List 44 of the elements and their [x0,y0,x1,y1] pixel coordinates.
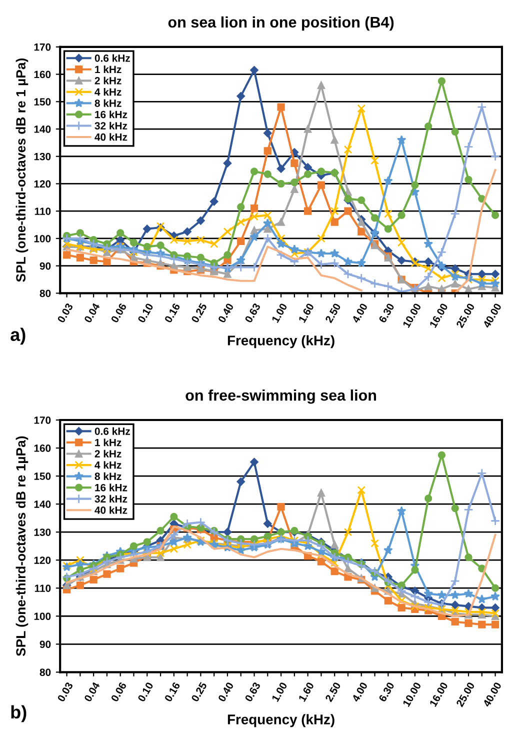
legend-label: 4 kHz [94,88,122,96]
text: b) [11,705,26,722]
chart-title: on sea lion in one position (B4) [168,16,394,31]
y-tick-label: 100 [34,234,51,242]
legend-label: 0.6 kHz [94,54,130,62]
y-tick-label: 160 [34,70,51,78]
y-axis-title: SPL (one-third-octaves dB re 1 µPa) [16,58,28,282]
legend-label: 2 kHz [94,450,122,458]
legend-label: 2 kHz [94,76,122,84]
legend-label: 40 kHz [94,506,128,514]
legend-label: 32 kHz [94,494,128,503]
legend-label: 8 kHz [94,472,122,480]
legend-label: 1 kHz [95,65,122,74]
y-tick-label: 90 [40,262,51,270]
y-tick-label: 140 [34,126,51,133]
y-tick-label: 80 [40,290,51,298]
y-tick-label: 100 [34,612,51,620]
y-axis-title: SPL (one-third-octaves dB re 1µPa) [16,436,28,656]
legend-label: 32 kHz [94,122,128,130]
x-axis-title: Frequency (kHz) [228,714,334,728]
x-axis-title: Frequency (kHz) [228,335,334,348]
legend-label: 16 kHz [95,484,128,492]
y-tick-label: 120 [34,556,51,564]
y-tick-label: 110 [34,584,51,592]
chart-title: on free-swimming sea lion [186,389,376,404]
y-tick-label: 170 [34,43,51,51]
y-tick-label: 150 [34,98,51,106]
y-tick-label: 90 [40,640,51,648]
y-tick-label: 160 [34,444,51,452]
legend-label: 16 kHz [95,110,128,118]
legend-label: 8 kHz [94,99,122,107]
text: a) [10,328,26,345]
y-tick-label: 130 [34,152,51,160]
y-tick-label: 110 [34,208,51,215]
legend-label: 1 kHz [95,438,122,446]
legend-label: 40 kHz [94,133,128,141]
y-tick-label: 140 [34,500,51,508]
legend-label: 4 kHz [94,461,122,469]
legend-label: 0.6 kHz [94,427,130,435]
y-tick-label: 80 [40,668,51,676]
y-tick-label: 120 [34,180,51,188]
y-tick-label: 170 [34,416,51,424]
y-tick-label: 130 [34,528,51,536]
y-tick-label: 150 [34,472,51,480]
